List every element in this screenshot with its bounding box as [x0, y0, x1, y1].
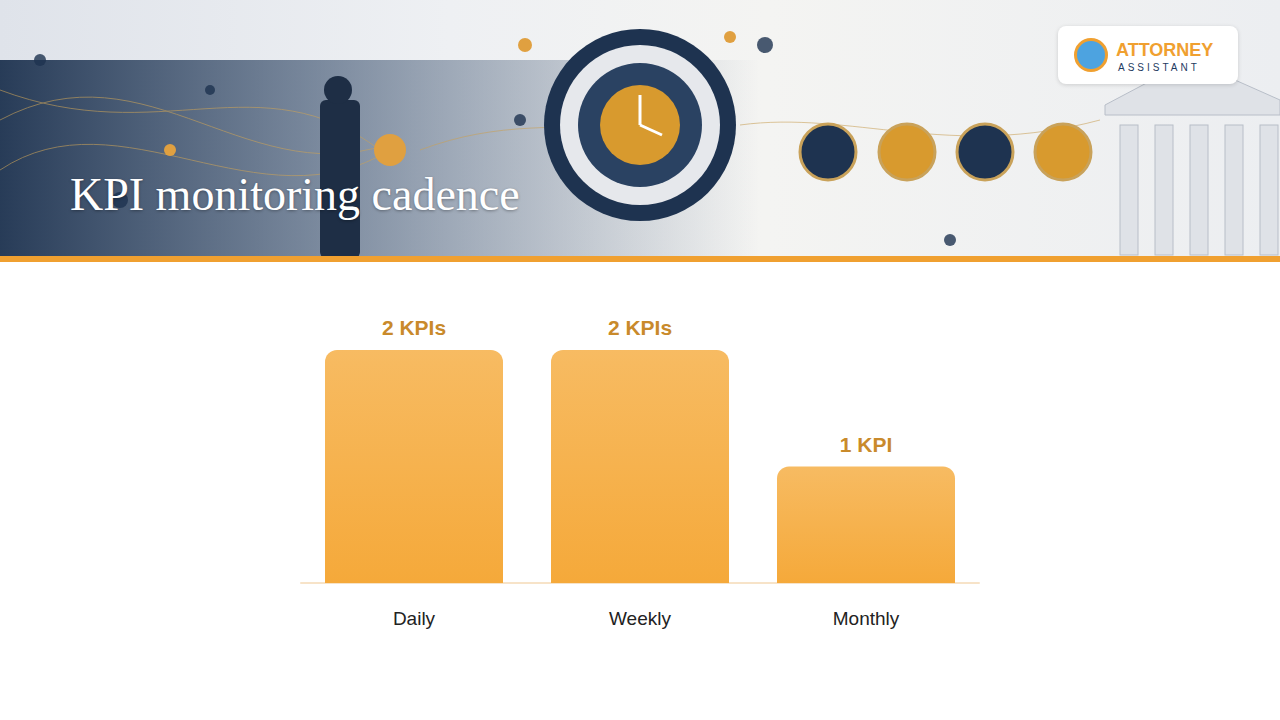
html-text:ATTORNEY: ATTORNEY: [1116, 40, 1214, 60]
svg-text:2 KPIs: 2 KPIs: [382, 316, 446, 339]
svg-text:1 KPI: 1 KPI: [840, 433, 893, 456]
svg-text:Monthly: Monthly: [833, 608, 900, 629]
html-text:ASSISTANT: ASSISTANT: [1118, 62, 1200, 73]
svg-text:2 KPIs: 2 KPIs: [608, 316, 672, 339]
html-text:KPI monitoring cadence: KPI monitoring cadence: [70, 169, 520, 220]
svg-text:Daily: Daily: [393, 608, 436, 629]
svg-text:Weekly: Weekly: [609, 608, 671, 629]
